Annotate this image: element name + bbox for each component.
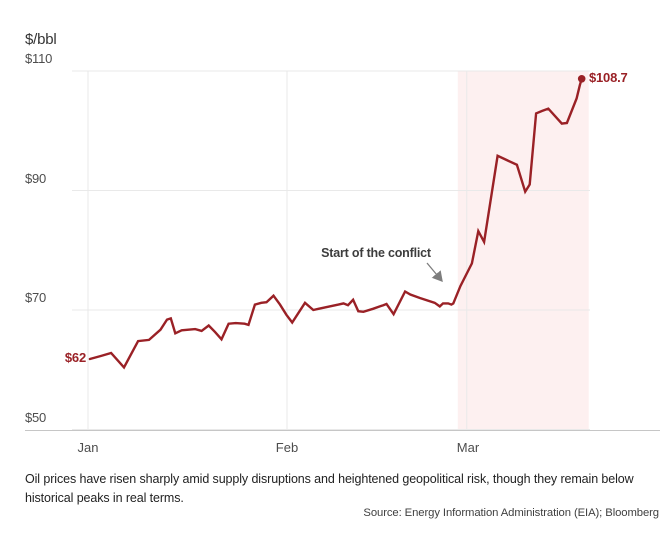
y-tick-110: $110 [25,51,53,66]
end-value-label: $108.7 [589,70,628,85]
y-tick-90: $90 [25,171,47,186]
y-axis-unit-label: $/bbl [25,31,57,48]
x-tick-feb: Feb [275,440,299,455]
plot-area [25,70,660,431]
conflict-shaded-region [457,71,589,431]
chart-caption: Oil prices have risen sharply amid suppl… [25,472,634,505]
conflict-annotation: Start of the conflict [321,246,431,260]
x-tick-jan: Jan [77,440,99,455]
source-credit: Source: Energy Information Administratio… [363,507,659,519]
annotation-arrow [426,262,443,282]
x-tick-mar: Mar [456,440,480,455]
y-tick-50: $50 [25,410,47,425]
price-line-layer [88,74,586,370]
end-point-dot [577,74,586,83]
shaded-region-layer [457,71,589,431]
gridline-layer [72,70,590,430]
start-value-label: $62 [64,350,86,365]
oil-price-line [88,77,583,370]
y-tick-70: $70 [25,290,47,305]
